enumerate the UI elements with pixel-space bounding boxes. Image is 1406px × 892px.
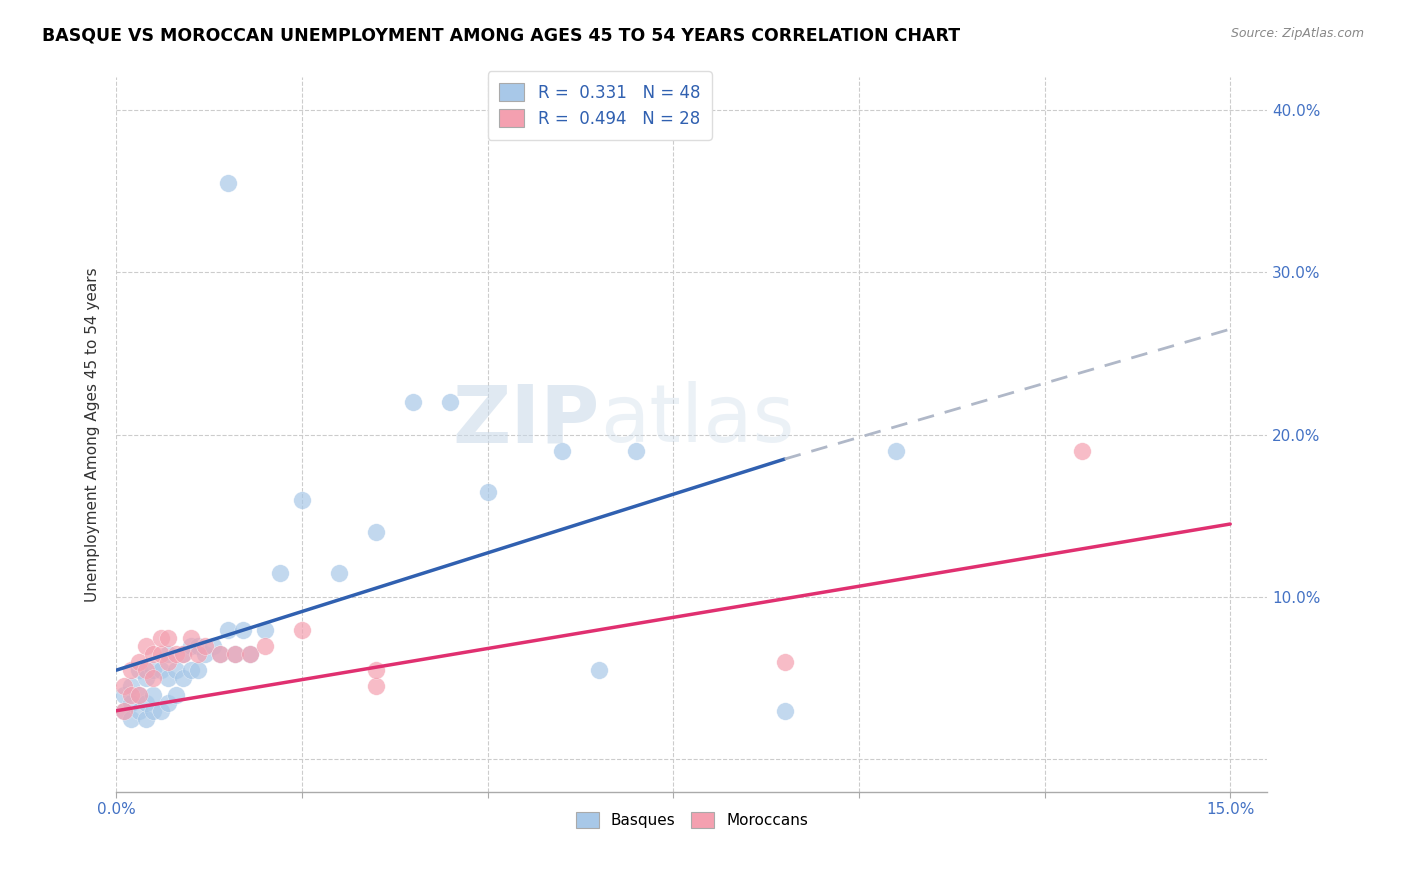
- Point: [269, 566, 291, 580]
- Point: [135, 639, 157, 653]
- Point: [209, 647, 232, 661]
- Point: [165, 647, 187, 661]
- Point: [239, 647, 262, 661]
- Point: [120, 663, 142, 677]
- Point: [172, 647, 194, 661]
- Point: [142, 704, 165, 718]
- Point: [180, 663, 202, 677]
- Point: [157, 671, 180, 685]
- Point: [194, 647, 217, 661]
- Point: [366, 525, 388, 540]
- Point: [157, 647, 180, 661]
- Point: [128, 704, 150, 718]
- Point: [135, 712, 157, 726]
- Point: [194, 639, 217, 653]
- Point: [551, 444, 574, 458]
- Text: ZIP: ZIP: [453, 382, 600, 459]
- Legend: Basques, Moroccans: Basques, Moroccans: [569, 806, 814, 834]
- Point: [201, 639, 224, 653]
- Point: [172, 647, 194, 661]
- Point: [112, 680, 135, 694]
- Point: [142, 671, 165, 685]
- Point: [291, 492, 314, 507]
- Point: [112, 704, 135, 718]
- Point: [128, 688, 150, 702]
- Text: Source: ZipAtlas.com: Source: ZipAtlas.com: [1230, 27, 1364, 40]
- Point: [366, 680, 388, 694]
- Point: [224, 647, 246, 661]
- Point: [142, 663, 165, 677]
- Point: [112, 688, 135, 702]
- Point: [291, 623, 314, 637]
- Point: [231, 623, 253, 637]
- Point: [773, 655, 796, 669]
- Point: [217, 176, 239, 190]
- Point: [477, 484, 499, 499]
- Point: [239, 647, 262, 661]
- Point: [135, 671, 157, 685]
- Point: [402, 395, 425, 409]
- Point: [149, 647, 172, 661]
- Point: [217, 623, 239, 637]
- Point: [187, 647, 209, 661]
- Point: [180, 639, 202, 653]
- Point: [142, 647, 165, 661]
- Y-axis label: Unemployment Among Ages 45 to 54 years: Unemployment Among Ages 45 to 54 years: [86, 268, 100, 602]
- Point: [224, 647, 246, 661]
- Point: [128, 688, 150, 702]
- Point: [253, 639, 276, 653]
- Point: [624, 444, 647, 458]
- Point: [128, 663, 150, 677]
- Point: [187, 663, 209, 677]
- Point: [328, 566, 350, 580]
- Point: [1070, 444, 1092, 458]
- Point: [187, 639, 209, 653]
- Point: [209, 647, 232, 661]
- Point: [120, 680, 142, 694]
- Point: [588, 663, 610, 677]
- Text: BASQUE VS MOROCCAN UNEMPLOYMENT AMONG AGES 45 TO 54 YEARS CORRELATION CHART: BASQUE VS MOROCCAN UNEMPLOYMENT AMONG AG…: [42, 27, 960, 45]
- Point: [120, 688, 142, 702]
- Point: [253, 623, 276, 637]
- Point: [773, 704, 796, 718]
- Point: [149, 663, 172, 677]
- Point: [157, 696, 180, 710]
- Point: [165, 663, 187, 677]
- Text: atlas: atlas: [600, 382, 794, 459]
- Point: [149, 704, 172, 718]
- Point: [157, 631, 180, 645]
- Point: [172, 671, 194, 685]
- Point: [135, 696, 157, 710]
- Point: [120, 712, 142, 726]
- Point: [142, 688, 165, 702]
- Point: [128, 655, 150, 669]
- Point: [120, 696, 142, 710]
- Point: [366, 663, 388, 677]
- Point: [157, 655, 180, 669]
- Point: [884, 444, 907, 458]
- Point: [135, 663, 157, 677]
- Point: [165, 688, 187, 702]
- Point: [149, 631, 172, 645]
- Point: [439, 395, 461, 409]
- Point: [180, 631, 202, 645]
- Point: [112, 704, 135, 718]
